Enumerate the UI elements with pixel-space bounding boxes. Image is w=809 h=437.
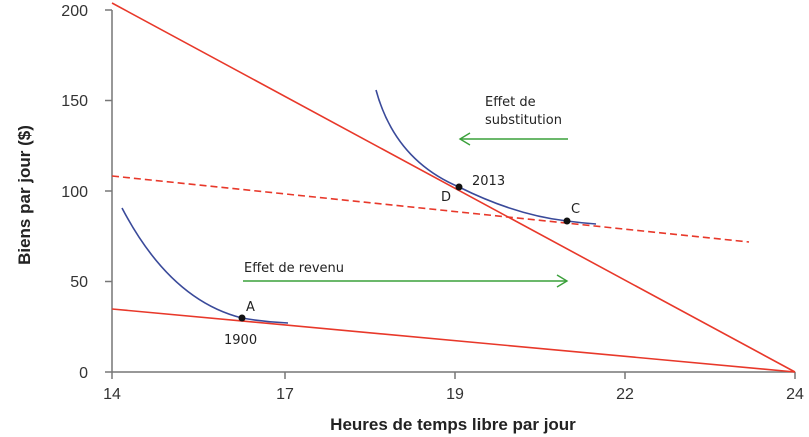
indifference-curve-1900 (121, 207, 289, 324)
point-d-label: D (441, 190, 451, 205)
axes (105, 9, 796, 379)
indifference-curve-2013 (375, 89, 597, 225)
x-tick-label-17: 17 (276, 386, 294, 403)
x-tick-label-19: 19 (446, 386, 464, 403)
x-tick-label-22: 22 (616, 386, 634, 403)
point-a-marker (238, 314, 246, 322)
point-a-label: A (246, 300, 255, 315)
budget-line-2013 (111, 2, 796, 373)
point-c-label: C (571, 202, 580, 217)
x-axis-title: Heures de temps libre par jour (330, 415, 576, 434)
point-c-marker (563, 217, 571, 225)
y-tick-label-200: 200 (61, 3, 88, 20)
year-1900-label: 1900 (224, 333, 257, 348)
income-arrow-icon (243, 274, 569, 288)
y-tick-label-100: 100 (61, 184, 88, 201)
x-tick-label-14: 14 (103, 386, 121, 403)
substitution-effect-label-line1: Effet de (485, 95, 536, 110)
y-axis-title: Biens par jour ($) (15, 125, 34, 265)
income-effect-label: Effet de revenu (244, 261, 344, 276)
budget-line-dashed (111, 175, 750, 243)
x-tick-label-24: 24 (786, 386, 804, 403)
budget-line-1900 (111, 308, 796, 373)
substitution-effect-label-line2: substitution (485, 113, 562, 128)
year-2013-label: 2013 (472, 174, 505, 189)
substitution-arrow-icon (458, 132, 568, 146)
y-tick-label-50: 50 (70, 274, 88, 291)
point-d-marker (455, 183, 463, 191)
y-tick-label-0: 0 (79, 365, 88, 382)
y-tick-label-150: 150 (61, 93, 88, 110)
